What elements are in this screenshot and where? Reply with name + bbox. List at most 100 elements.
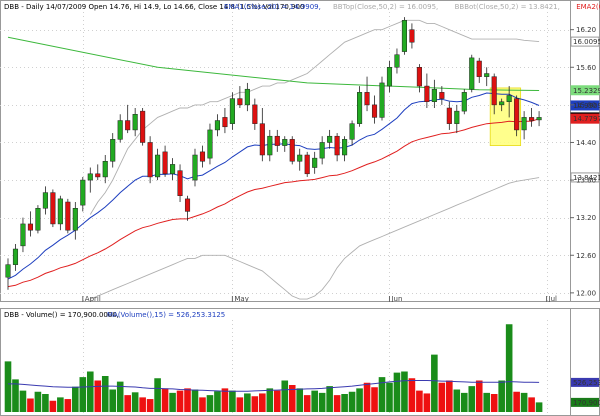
candle bbox=[27, 211, 33, 237]
candle bbox=[514, 95, 520, 137]
volume-tags: 526,253 170,900 bbox=[571, 377, 600, 407]
volume-tag-box bbox=[571, 377, 599, 387]
legend-entry: EMA1(Close,20) = 14.9909, bbox=[224, 3, 321, 11]
volume-bar bbox=[214, 391, 221, 412]
candle-body bbox=[110, 139, 116, 162]
candle-body bbox=[304, 154, 310, 175]
volume-bar bbox=[154, 378, 161, 412]
volume-bar bbox=[446, 380, 453, 412]
volume-title: DBB - Volume() = 170,900.0000, bbox=[4, 311, 119, 319]
candle bbox=[199, 145, 206, 168]
price-tag-box bbox=[570, 36, 600, 47]
candle-body bbox=[409, 29, 415, 43]
volume-bar bbox=[513, 391, 520, 412]
candle-body bbox=[514, 98, 520, 131]
candle bbox=[155, 148, 161, 181]
candle-body bbox=[386, 67, 393, 87]
month-label: May bbox=[234, 295, 248, 302]
ema50-line bbox=[7, 118, 540, 288]
y-axis-ticks: 16.20 15.60 15.00 14.40 13.80 13.20 12.60 12.00 bbox=[570, 26, 596, 297]
candle-body bbox=[529, 117, 535, 121]
candle bbox=[57, 195, 63, 231]
volume-bar bbox=[184, 388, 191, 412]
candle bbox=[170, 158, 176, 181]
candle-body bbox=[207, 129, 213, 159]
candle bbox=[102, 155, 108, 184]
candle bbox=[364, 76, 370, 112]
candle-body bbox=[274, 135, 280, 146]
volume-bar bbox=[401, 371, 408, 412]
bb-bottom-line bbox=[90, 177, 540, 300]
candle bbox=[20, 217, 26, 253]
candle bbox=[371, 95, 378, 124]
price-tag-label: 14.7797 bbox=[573, 115, 600, 123]
volume-bar bbox=[483, 392, 491, 412]
candle bbox=[207, 123, 213, 165]
candle-body bbox=[379, 82, 385, 118]
candle-body bbox=[42, 192, 48, 209]
candle-body bbox=[357, 92, 363, 124]
candle bbox=[5, 258, 11, 290]
volume-bar bbox=[460, 392, 468, 412]
candle bbox=[289, 136, 295, 165]
volume-bar bbox=[221, 388, 229, 412]
volume-bar bbox=[281, 380, 289, 412]
volume-bar bbox=[266, 388, 274, 412]
candle-body bbox=[327, 135, 333, 143]
y-tick-label: 13.80 bbox=[576, 177, 596, 185]
volume-bar bbox=[49, 400, 57, 412]
candle bbox=[304, 151, 310, 177]
month-label: April bbox=[85, 295, 101, 302]
y-tick-label: 15.60 bbox=[576, 64, 596, 72]
candle-body bbox=[282, 139, 288, 146]
candle-body bbox=[252, 104, 258, 124]
volume-bar bbox=[303, 395, 311, 412]
ema20-path bbox=[7, 92, 540, 280]
candle bbox=[192, 148, 198, 187]
candle bbox=[506, 86, 512, 118]
volume-bar bbox=[535, 402, 543, 412]
candle-body bbox=[57, 198, 63, 225]
candle-body bbox=[5, 264, 11, 278]
candle bbox=[274, 129, 280, 152]
candle-body bbox=[27, 223, 33, 231]
volume-bar bbox=[116, 381, 124, 412]
candle bbox=[110, 133, 116, 168]
price-tag-label: 14.9909 bbox=[573, 102, 600, 110]
es-line bbox=[7, 36, 540, 91]
candle-body bbox=[312, 157, 318, 168]
candle bbox=[439, 86, 445, 105]
candle bbox=[35, 205, 41, 234]
volume-bar bbox=[109, 389, 117, 412]
volume-bar bbox=[528, 397, 535, 412]
volume-bar bbox=[259, 393, 266, 412]
volume-bar bbox=[64, 399, 72, 412]
candle-body bbox=[267, 135, 273, 156]
price-tag-box bbox=[570, 172, 600, 183]
legend-entry: BBBot(Close,50,2) = 13.8421, bbox=[455, 3, 560, 11]
volume-bar bbox=[416, 390, 423, 412]
candle bbox=[469, 54, 475, 93]
candle bbox=[259, 108, 265, 162]
volume-bar bbox=[12, 379, 19, 412]
candle-body bbox=[117, 120, 123, 140]
candle-body bbox=[521, 117, 527, 131]
volume-bar bbox=[341, 394, 348, 412]
price-tag-label: 13.8421 bbox=[573, 174, 600, 182]
candle-body bbox=[319, 142, 325, 159]
volume-panel: 526,253 170,900 DBB - Volume() = 170,900.… bbox=[0, 308, 600, 416]
candle bbox=[476, 57, 482, 83]
volume-bar bbox=[169, 392, 176, 412]
volume-bar bbox=[296, 388, 304, 412]
candle-body bbox=[484, 73, 490, 77]
candle-body bbox=[297, 154, 303, 162]
candle bbox=[401, 17, 407, 55]
volume-bar bbox=[94, 380, 102, 412]
volume-bar bbox=[490, 394, 498, 412]
candle bbox=[334, 133, 340, 162]
volume-bar bbox=[475, 380, 483, 412]
candle-body bbox=[364, 92, 370, 106]
candle bbox=[409, 23, 415, 49]
